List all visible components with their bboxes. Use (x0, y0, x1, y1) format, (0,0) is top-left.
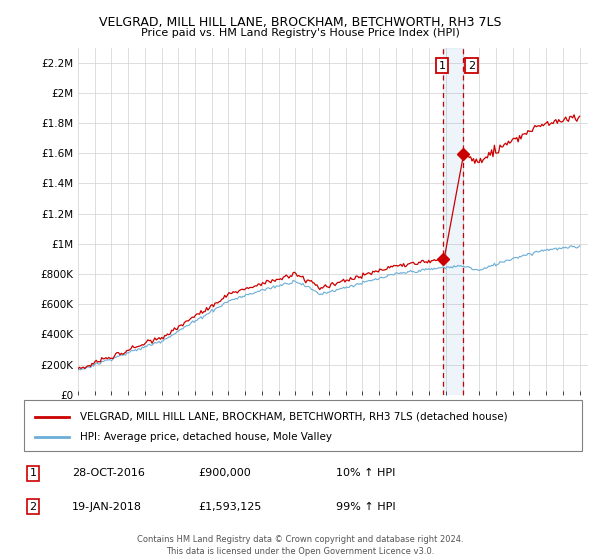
Text: VELGRAD, MILL HILL LANE, BROCKHAM, BETCHWORTH, RH3 7LS (detached house): VELGRAD, MILL HILL LANE, BROCKHAM, BETCH… (80, 412, 508, 422)
Text: 19-JAN-2018: 19-JAN-2018 (72, 502, 142, 512)
FancyBboxPatch shape (24, 400, 582, 451)
Text: £1,593,125: £1,593,125 (198, 502, 262, 512)
Bar (443, 48, 463, 395)
Text: 10% ↑ HPI: 10% ↑ HPI (336, 468, 395, 478)
Text: VELGRAD, MILL HILL LANE, BROCKHAM, BETCHWORTH, RH3 7LS: VELGRAD, MILL HILL LANE, BROCKHAM, BETCH… (99, 16, 501, 29)
Text: HPI: Average price, detached house, Mole Valley: HPI: Average price, detached house, Mole… (80, 432, 332, 442)
Text: 2: 2 (468, 60, 475, 71)
Text: Price paid vs. HM Land Registry's House Price Index (HPI): Price paid vs. HM Land Registry's House … (140, 28, 460, 38)
Text: £900,000: £900,000 (198, 468, 251, 478)
Text: 99% ↑ HPI: 99% ↑ HPI (336, 502, 395, 512)
Text: 1: 1 (29, 468, 37, 478)
Text: 2: 2 (29, 502, 37, 512)
Text: 28-OCT-2016: 28-OCT-2016 (72, 468, 145, 478)
Text: Contains HM Land Registry data © Crown copyright and database right 2024.
This d: Contains HM Land Registry data © Crown c… (137, 535, 463, 556)
Text: 1: 1 (439, 60, 446, 71)
